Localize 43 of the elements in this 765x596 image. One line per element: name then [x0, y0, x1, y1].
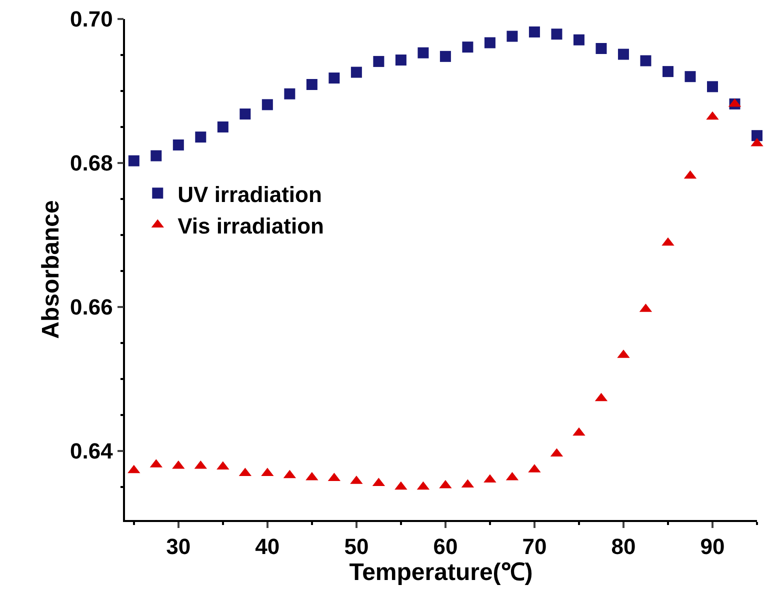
point [373, 56, 384, 67]
point [150, 150, 162, 162]
point [752, 130, 762, 142]
point [240, 108, 251, 120]
point [640, 55, 652, 66]
point [596, 43, 607, 54]
x-tick-label: 70 [522, 534, 547, 560]
point [128, 155, 140, 166]
point [484, 37, 496, 48]
x-tick-label: 40 [255, 534, 280, 560]
point [284, 88, 296, 100]
x-tick-label: 60 [433, 534, 458, 560]
point [462, 42, 474, 53]
point [618, 48, 629, 60]
y-tick-label: 0.66 [70, 294, 113, 320]
point [328, 72, 340, 84]
legend-label: UV irradiation [178, 182, 322, 207]
x-tick-label: 80 [611, 534, 636, 560]
point [395, 54, 406, 66]
point [195, 132, 206, 143]
y-tick-label: 0.70 [70, 6, 113, 32]
x-tick-label: 50 [344, 534, 369, 560]
point [172, 139, 184, 150]
x-axis-title: Temperature(℃) [349, 559, 533, 586]
y-tick-label: 0.64 [70, 438, 114, 464]
point [418, 47, 429, 58]
point [350, 66, 362, 78]
y-axis-title: Absorbance [38, 200, 65, 339]
point [528, 26, 540, 38]
point [440, 50, 451, 62]
point [573, 34, 584, 46]
point [506, 30, 518, 42]
legend-label: Vis irradiation [178, 213, 324, 238]
point [551, 28, 562, 40]
x-tick-label: 30 [166, 534, 191, 560]
point [662, 66, 674, 78]
point [706, 81, 718, 92]
point [306, 79, 318, 90]
x-tick-label: 90 [700, 534, 725, 560]
point [217, 121, 228, 132]
point [684, 71, 696, 82]
y-tick-label: 0.68 [70, 150, 113, 176]
point [262, 99, 273, 110]
